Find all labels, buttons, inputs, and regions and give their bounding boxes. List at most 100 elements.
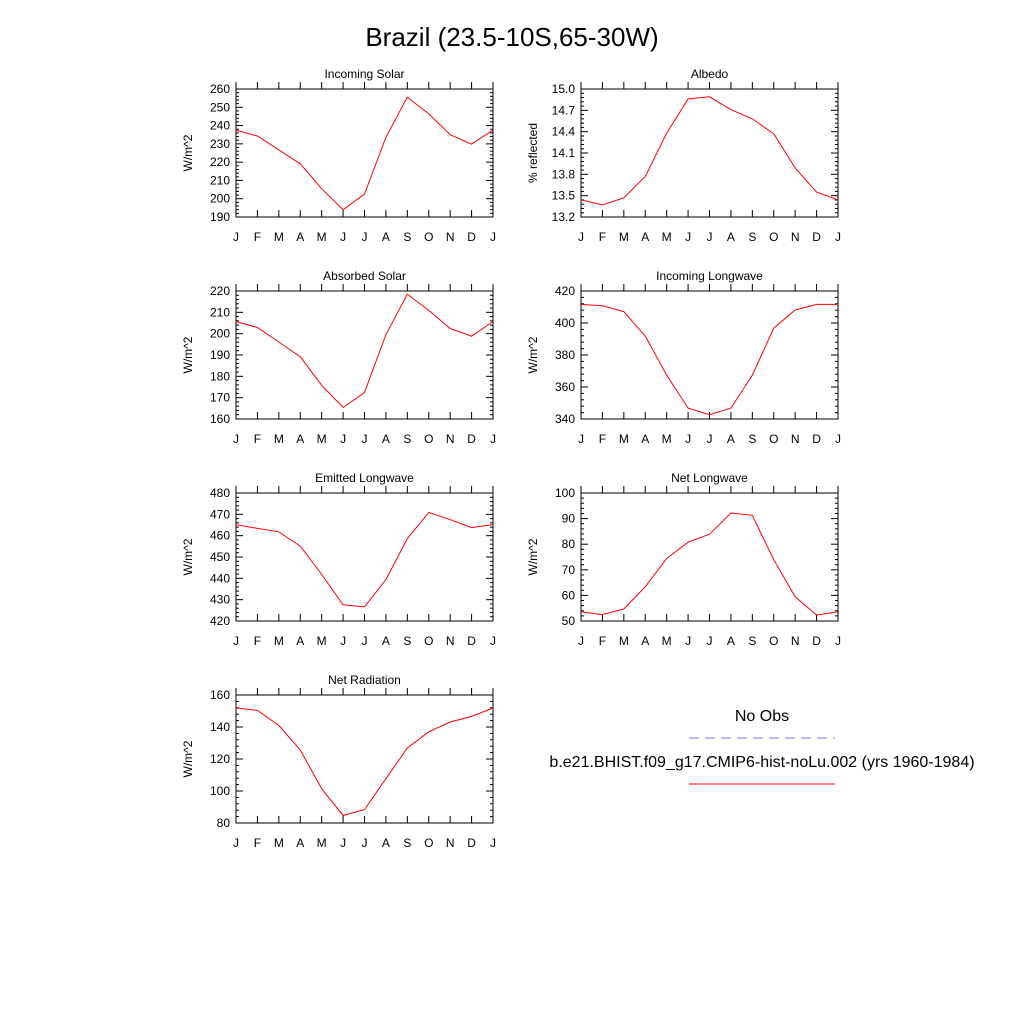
x-tick-label: J <box>685 432 691 446</box>
x-tick-label: J <box>578 634 584 648</box>
x-tick-label: J <box>233 230 239 244</box>
x-tick-label: J <box>835 634 841 648</box>
x-tick-label: A <box>382 836 390 850</box>
y-tick-label: 360 <box>555 380 575 394</box>
x-tick-label: M <box>662 230 672 244</box>
plot-frame <box>580 88 839 218</box>
x-tick-label: A <box>296 836 304 850</box>
x-tick-label: M <box>662 634 672 648</box>
x-tick-label: A <box>727 230 735 244</box>
y-axis-label: W/m^2 <box>181 538 195 575</box>
x-tick-label: J <box>707 432 713 446</box>
y-tick-label: 230 <box>210 137 230 151</box>
y-tick-label: 140 <box>210 720 230 734</box>
x-tick-label: N <box>791 634 800 648</box>
y-tick-label: 380 <box>555 348 575 362</box>
x-tick-label: J <box>340 432 346 446</box>
x-tick-label: J <box>490 836 496 850</box>
x-tick-label: S <box>748 634 756 648</box>
y-tick-label: 210 <box>210 305 230 319</box>
legend-obs-label: No Obs <box>735 708 789 725</box>
x-tick-label: S <box>748 230 756 244</box>
x-tick-label: O <box>424 836 433 850</box>
x-tick-label: O <box>769 634 778 648</box>
y-tick-label: 420 <box>555 284 575 298</box>
x-tick-label: J <box>362 230 368 244</box>
x-tick-label: D <box>467 836 476 850</box>
x-tick-label: J <box>490 432 496 446</box>
y-tick-label: 50 <box>562 614 576 628</box>
x-tick-label: F <box>599 432 606 446</box>
x-tick-label: S <box>403 432 411 446</box>
y-tick-label: 200 <box>210 192 230 206</box>
x-tick-label: A <box>641 432 649 446</box>
y-tick-label: 440 <box>210 571 230 585</box>
x-tick-label: J <box>835 230 841 244</box>
x-tick-label: A <box>382 230 390 244</box>
panel-title: Net Radiation <box>328 673 401 687</box>
x-tick-label: M <box>274 634 284 648</box>
x-tick-label: A <box>382 432 390 446</box>
y-tick-label: 15.0 <box>552 82 576 96</box>
y-tick-label: 480 <box>210 486 230 500</box>
x-tick-label: S <box>403 634 411 648</box>
y-tick-label: 220 <box>210 155 230 169</box>
x-tick-label: A <box>641 230 649 244</box>
y-tick-label: 460 <box>210 529 230 543</box>
y-tick-label: 400 <box>555 316 575 330</box>
x-tick-label: J <box>340 634 346 648</box>
x-tick-label: S <box>748 432 756 446</box>
y-tick-label: 100 <box>555 486 575 500</box>
x-tick-label: J <box>362 432 368 446</box>
y-tick-label: 120 <box>210 752 230 766</box>
panel-title: Absorbed Solar <box>323 269 406 283</box>
series-line <box>235 96 494 211</box>
x-tick-label: O <box>424 432 433 446</box>
y-tick-label: 13.8 <box>552 167 576 181</box>
legend-model-label: b.e21.BHIST.f09_g17.CMIP6-hist-noLu.002 … <box>549 754 974 771</box>
y-tick-label: 13.5 <box>552 189 576 203</box>
x-tick-label: J <box>233 432 239 446</box>
x-tick-label: M <box>662 432 672 446</box>
x-tick-label: J <box>233 836 239 850</box>
x-tick-label: J <box>362 634 368 648</box>
x-tick-label: A <box>296 634 304 648</box>
x-tick-label: J <box>578 432 584 446</box>
x-tick-label: D <box>467 230 476 244</box>
y-tick-label: 260 <box>210 82 230 96</box>
x-tick-label: A <box>296 432 304 446</box>
x-tick-label: O <box>769 432 778 446</box>
y-tick-label: 60 <box>562 588 576 602</box>
panel-title: Incoming Longwave <box>656 269 763 283</box>
x-tick-label: A <box>727 432 735 446</box>
x-tick-label: J <box>578 230 584 244</box>
x-tick-label: A <box>727 634 735 648</box>
x-tick-label: A <box>641 634 649 648</box>
y-tick-label: 340 <box>555 412 575 426</box>
series-line <box>580 96 839 206</box>
x-tick-label: J <box>490 230 496 244</box>
y-tick-label: 420 <box>210 614 230 628</box>
y-tick-label: 14.4 <box>552 125 576 139</box>
y-axis-label: % reflected <box>526 123 540 183</box>
x-tick-label: D <box>812 432 821 446</box>
x-tick-label: J <box>490 634 496 648</box>
x-tick-label: O <box>424 230 433 244</box>
x-tick-label: J <box>707 634 713 648</box>
y-tick-label: 470 <box>210 507 230 521</box>
y-tick-label: 200 <box>210 327 230 341</box>
y-axis-label: W/m^2 <box>526 336 540 373</box>
y-tick-label: 450 <box>210 550 230 564</box>
y-axis-label: W/m^2 <box>181 134 195 171</box>
y-tick-label: 240 <box>210 119 230 133</box>
x-tick-label: N <box>791 230 800 244</box>
x-tick-label: S <box>403 836 411 850</box>
plot-frame <box>235 492 494 622</box>
plot-frame <box>235 694 494 824</box>
x-tick-label: N <box>791 432 800 446</box>
